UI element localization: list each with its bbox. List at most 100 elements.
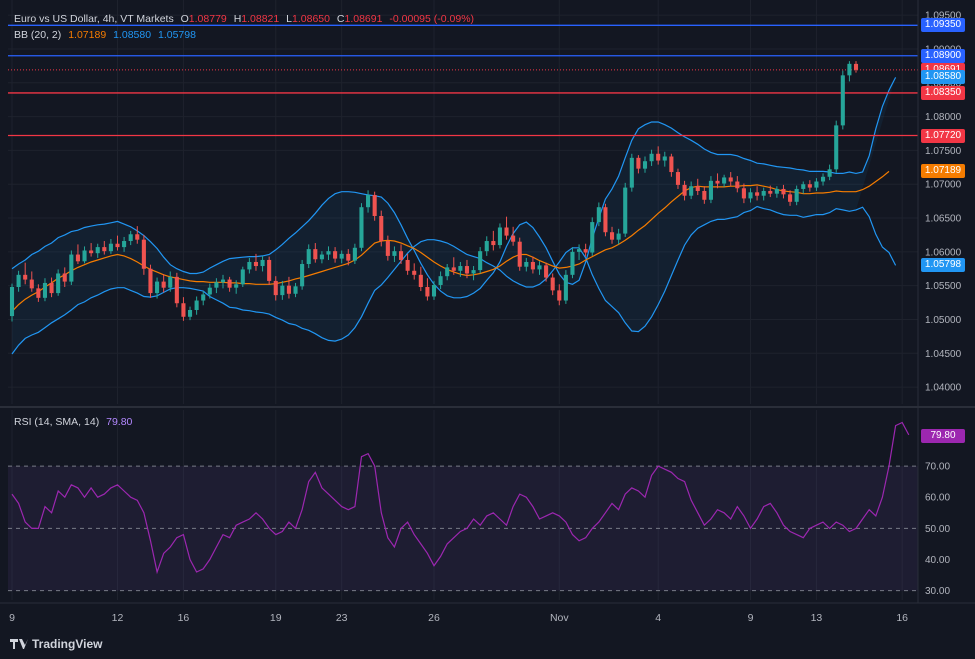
candle-body [511,235,516,242]
bb-fill [12,77,896,355]
candle [220,274,226,289]
bb-label[interactable]: BB (20, 2) [14,29,62,41]
candle-body [458,266,463,271]
candle [596,202,601,227]
candle-body [563,274,568,301]
candle [484,236,489,256]
candle-body [201,294,206,301]
bb-lower-value: 1.05798 [157,29,196,41]
change-value: -0.00095 (-0.09%) [389,13,475,25]
candle [801,181,806,194]
candle [458,261,463,277]
candle [23,262,28,285]
candle-body [504,227,509,236]
candle [768,185,773,198]
candle-body [280,285,285,296]
candle [616,228,621,245]
candle-body [425,287,430,297]
candle-body [491,241,496,246]
candle [300,259,305,290]
candle-body [102,247,107,252]
brand-label: TradingView [32,637,103,651]
candle [517,237,522,271]
candle-body [405,259,410,271]
rsi-band-fill [8,466,918,591]
candle [418,266,423,292]
candle-body [220,279,226,283]
candle-body [557,290,562,301]
time-tick-label: 16 [178,612,190,624]
candle [728,172,733,187]
rsi-tick-label: 60.00 [925,493,950,504]
candle [16,270,21,292]
bb-basis-line [11,170,890,312]
price-tag: 1.05798 [921,258,965,273]
candle [115,235,120,251]
time-tick-label: Nov [550,612,569,624]
candle-body [286,285,291,294]
time-tick-label: 16 [896,612,908,624]
candle [379,210,384,247]
time-tick-label: 9 [9,612,15,624]
time-tick-label: 12 [112,612,124,624]
candle [234,280,239,294]
candle [662,151,667,167]
candle [774,186,779,198]
candle-body [181,303,186,317]
tradingview-logo[interactable]: TradingView [10,637,102,651]
rsi-value: 79.80 [106,416,133,428]
candle [755,186,760,201]
rsi-label[interactable]: RSI (14, SMA, 14) [14,416,100,428]
candle [95,243,100,258]
candle-body [656,153,661,161]
candle-body [537,265,542,270]
candle-body [267,259,272,281]
candle-body [484,241,489,252]
candle-body [695,186,700,191]
candle [530,256,535,274]
candle-body [293,286,298,294]
candle-body [781,188,786,195]
candle-body [141,239,146,269]
price-tick-label: 1.06000 [925,247,962,258]
candle [425,278,430,301]
price-tick-label: 1.07500 [925,146,962,157]
candle [431,280,437,300]
candle-body [247,261,252,270]
candle-body [115,243,120,248]
candle-body [29,279,34,289]
candle-body [82,250,87,262]
candle-body [16,274,21,288]
price-tag: 1.09350 [921,18,965,33]
rsi-value-tag: 79.80 [921,428,965,443]
rsi-legend: RSI (14, SMA, 14) 79.80 [14,416,136,428]
candle-body [326,251,331,255]
candle-body [550,277,555,291]
candle [293,282,298,298]
candle-body [834,125,839,170]
time-tick-label: 19 [270,612,282,624]
candle [108,238,113,254]
candle [583,243,588,257]
candle-body [814,181,819,188]
candle [56,269,61,296]
price-tick-label: 1.05000 [925,315,962,326]
symbol-title[interactable]: Euro vs US Dollar, 4h, VT Markets [14,13,174,25]
candle-body [412,270,417,275]
candle-body [168,276,173,288]
candle-body [445,267,450,277]
candle-body [596,207,601,223]
candle-body [801,184,806,189]
candle-body [253,261,259,267]
candle-body [227,279,232,288]
candle [49,277,54,298]
candle [550,273,555,296]
candle [609,226,615,244]
candle [260,255,265,272]
candle [412,263,417,280]
candle-body [702,190,707,200]
candle [504,216,509,240]
candle [352,243,357,265]
candle-body [853,63,859,70]
